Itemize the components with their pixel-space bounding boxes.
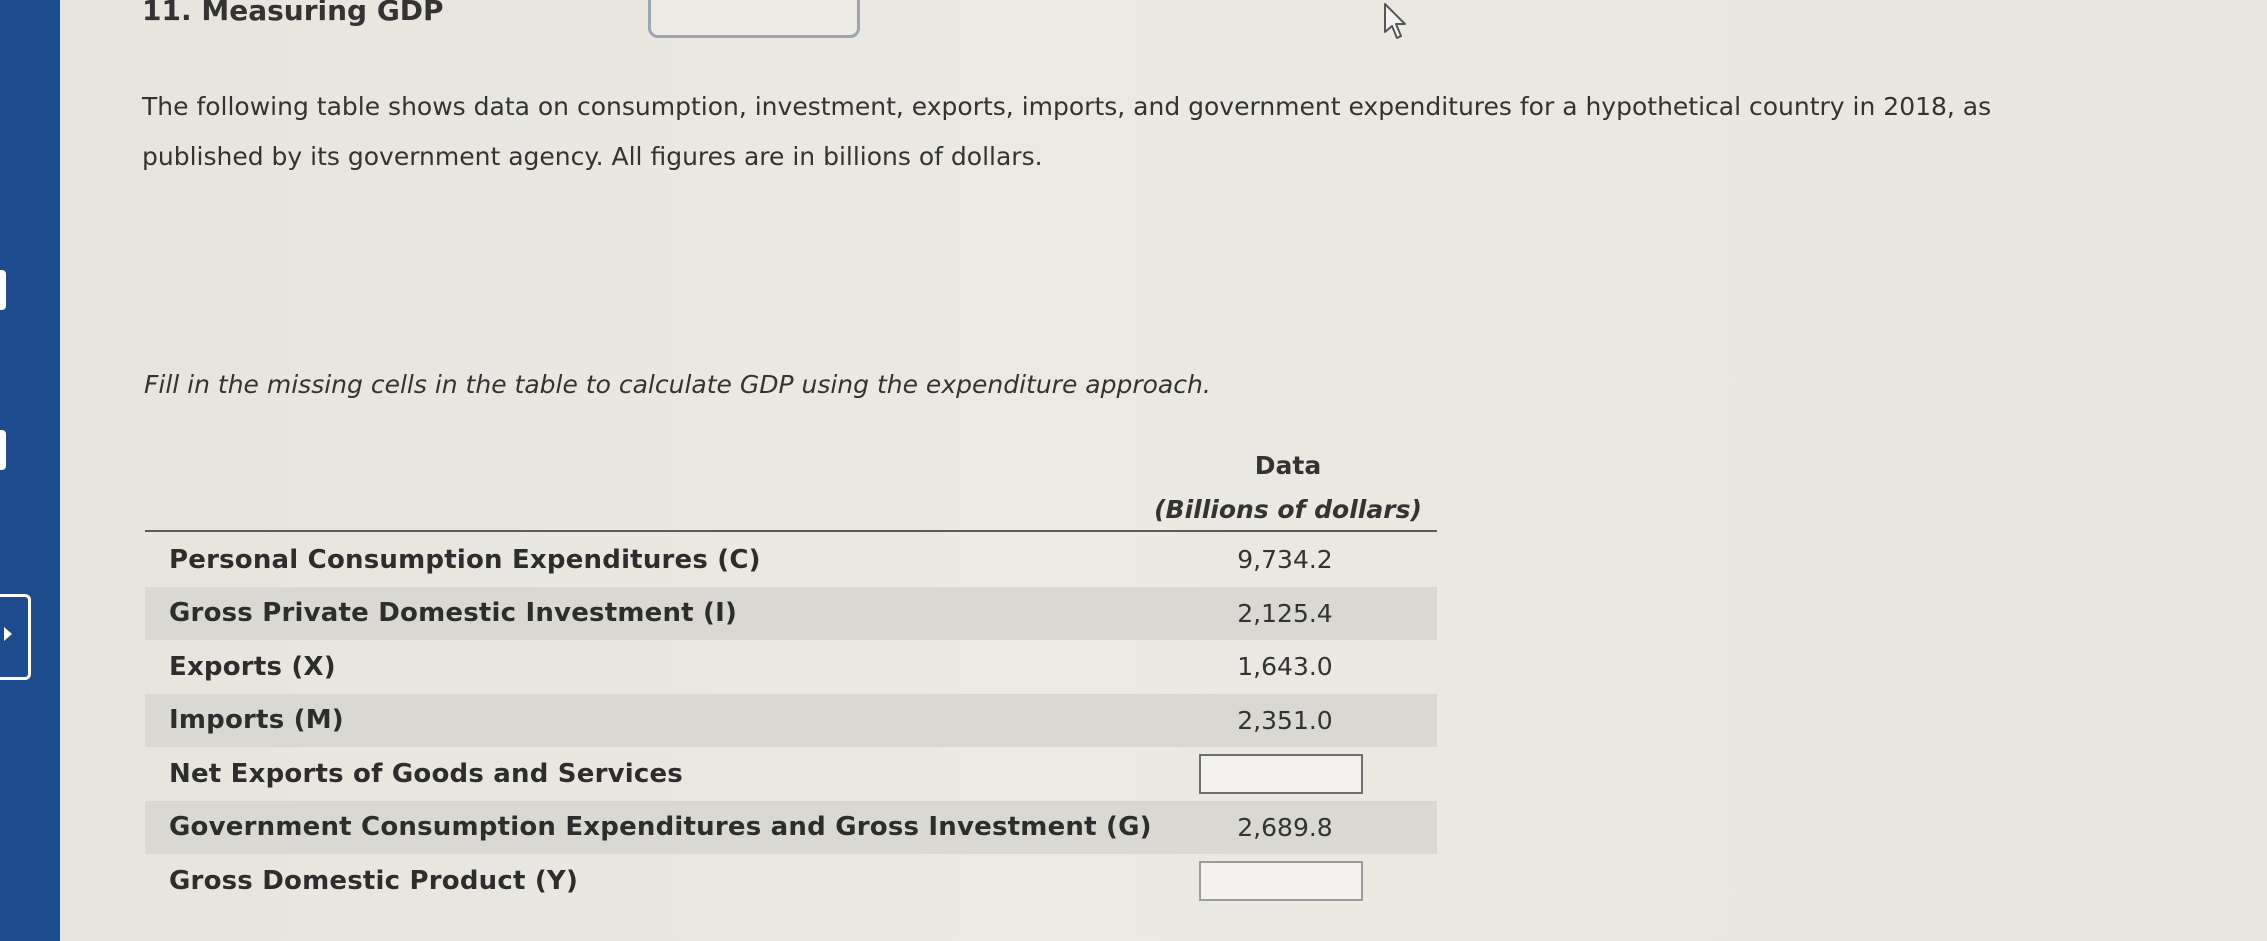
row-value: 1,643.0 (1237, 652, 1333, 682)
left-sidebar (0, 0, 60, 941)
table-row-exports: Exports (X) 1,643.0 (145, 640, 1437, 694)
gdp-input[interactable] (1199, 860, 1363, 901)
table-row-net-exports: Net Exports of Goods and Services (145, 747, 1437, 801)
table-row-gdp: Gross Domestic Product (Y) (145, 854, 1437, 908)
row-label: Exports (X) (169, 651, 336, 682)
timer-box (648, 0, 860, 38)
chevron-right-icon (4, 627, 12, 641)
table-row-investment: Gross Private Domestic Investment (I) 2,… (145, 586, 1437, 640)
question-title: 11. Measuring GDP (142, 0, 444, 27)
mouse-pointer-icon (1384, 3, 1406, 39)
row-label: Imports (M) (169, 705, 344, 736)
sidebar-marker (0, 430, 6, 470)
row-label: Personal Consumption Expenditures (C) (169, 544, 761, 575)
table-row-consumption: Personal Consumption Expenditures (C) 9,… (145, 533, 1437, 587)
question-intro: The following table shows data on consum… (142, 92, 1992, 171)
row-value: 2,125.4 (1237, 598, 1333, 628)
row-label: Net Exports of Goods and Services (169, 758, 683, 789)
table-row-imports: Imports (M) 2,351.0 (145, 693, 1437, 747)
row-value: 9,734.2 (1237, 545, 1333, 575)
row-label: Government Consumption Expenditures and … (169, 812, 1152, 843)
column-header-title: Data (1254, 451, 1322, 480)
column-header-units: (Billions of dollars) (1154, 495, 1422, 524)
data-column-header: Data (Billions of dollars) (1148, 448, 1428, 536)
table-row-government: Government Consumption Expenditures and … (145, 800, 1437, 854)
sidebar-marker (0, 270, 6, 310)
row-label: Gross Domestic Product (Y) (169, 865, 579, 896)
row-label: Gross Private Domestic Investment (I) (169, 598, 738, 629)
question-instruction: Fill in the missing cells in the table t… (144, 370, 1211, 399)
net-exports-input[interactable] (1199, 753, 1363, 794)
row-value: 2,689.8 (1237, 812, 1333, 842)
gdp-table: Personal Consumption Expenditures (C) 9,… (145, 533, 1437, 908)
row-value: 2,351.0 (1237, 705, 1333, 735)
table-header-divider (145, 530, 1437, 532)
